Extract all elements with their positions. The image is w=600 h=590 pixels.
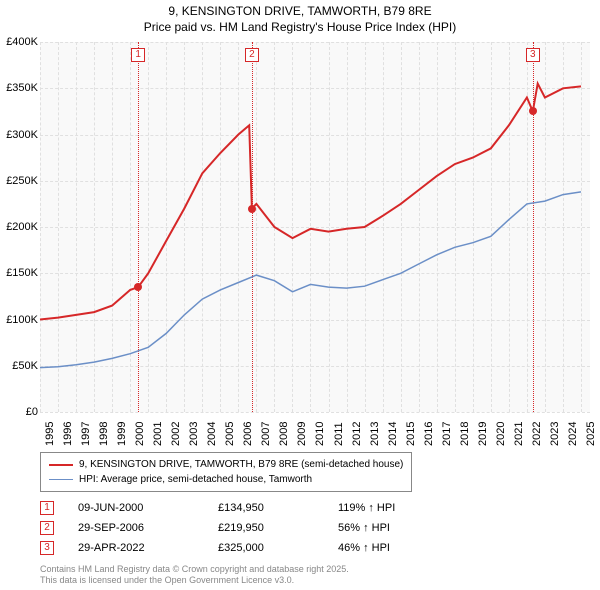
x-tick-label: 1998 (98, 422, 110, 446)
footer: Contains HM Land Registry data © Crown c… (40, 564, 349, 586)
gridline-h (40, 412, 590, 413)
sales-price: £325,000 (218, 542, 338, 554)
sales-marker: 3 (40, 541, 54, 555)
x-tick-label: 2023 (549, 422, 561, 446)
x-tick-label: 2007 (260, 422, 272, 446)
legend: 9, KENSINGTON DRIVE, TAMWORTH, B79 8RE (… (40, 452, 412, 492)
sales-hpi: 119% ↑ HPI (338, 502, 438, 514)
x-tick-label: 2021 (513, 422, 525, 446)
series-hpi (40, 192, 581, 368)
x-tick-label: 2013 (369, 422, 381, 446)
chart-plot-area: 1 2 3 (40, 42, 590, 412)
x-tick-label: 2006 (242, 422, 254, 446)
x-tick-label: 2003 (188, 422, 200, 446)
x-tick-label: 2019 (477, 422, 489, 446)
x-tick-label: 1999 (116, 422, 128, 446)
x-tick-label: 2014 (387, 422, 399, 446)
sales-price: £134,950 (218, 502, 338, 514)
x-tick-label: 1997 (80, 422, 92, 446)
x-tick-label: 2018 (459, 422, 471, 446)
footer-line1: Contains HM Land Registry data © Crown c… (40, 564, 349, 575)
x-tick-label: 2002 (170, 422, 182, 446)
x-tick-label: 2017 (441, 422, 453, 446)
y-tick-label: £350K (6, 82, 38, 94)
x-tick-label: 1995 (44, 422, 56, 446)
sales-marker: 1 (40, 501, 54, 515)
x-tick-label: 2022 (531, 422, 543, 446)
x-tick-label: 2001 (152, 422, 164, 446)
sale-marker-box: 1 (131, 48, 145, 62)
sales-hpi: 46% ↑ HPI (338, 542, 438, 554)
sales-date: 29-SEP-2006 (78, 522, 218, 534)
x-tick-label: 2005 (224, 422, 236, 446)
y-tick-label: £200K (6, 221, 38, 233)
sales-date: 29-APR-2022 (78, 542, 218, 554)
x-tick-label: 2015 (405, 422, 417, 446)
x-tick-label: 2020 (495, 422, 507, 446)
sale-marker-box: 3 (526, 48, 540, 62)
sale-marker-dot (529, 107, 537, 115)
sales-price: £219,950 (218, 522, 338, 534)
sales-row: 2 29-SEP-2006£219,95056% ↑ HPI (40, 518, 438, 538)
x-tick-label: 2024 (567, 422, 579, 446)
legend-label: HPI: Average price, semi-detached house,… (79, 472, 312, 487)
y-tick-label: £400K (6, 36, 38, 48)
sales-hpi: 56% ↑ HPI (338, 522, 438, 534)
x-tick-label: 1996 (62, 422, 74, 446)
legend-row: HPI: Average price, semi-detached house,… (49, 472, 403, 487)
sales-marker: 2 (40, 521, 54, 535)
x-tick-label: 2010 (314, 422, 326, 446)
title-line1: 9, KENSINGTON DRIVE, TAMWORTH, B79 8RE (0, 4, 600, 20)
sales-date: 09-JUN-2000 (78, 502, 218, 514)
x-tick-label: 2012 (351, 422, 363, 446)
x-tick-label: 2025 (585, 422, 597, 446)
title-block: 9, KENSINGTON DRIVE, TAMWORTH, B79 8RE P… (0, 0, 600, 35)
chart-container: 9, KENSINGTON DRIVE, TAMWORTH, B79 8RE P… (0, 0, 600, 590)
x-tick-label: 2004 (206, 422, 218, 446)
y-tick-label: £150K (6, 267, 38, 279)
y-tick-label: £250K (6, 175, 38, 187)
y-tick-label: £0 (26, 406, 38, 418)
series-layer (40, 42, 590, 412)
sales-row: 1 09-JUN-2000£134,950119% ↑ HPI (40, 498, 438, 518)
y-tick-label: £100K (6, 314, 38, 326)
sales-table: 1 09-JUN-2000£134,950119% ↑ HPI 2 29-SEP-20… (40, 498, 438, 558)
footer-line2: This data is licensed under the Open Gov… (40, 575, 349, 586)
x-tick-label: 2016 (423, 422, 435, 446)
sale-marker-dot (248, 205, 256, 213)
title-line2: Price paid vs. HM Land Registry's House … (0, 20, 600, 36)
sale-marker-box: 2 (245, 48, 259, 62)
x-tick-label: 2000 (134, 422, 146, 446)
sale-marker-dot (134, 283, 142, 291)
y-tick-label: £300K (6, 129, 38, 141)
y-tick-label: £50K (12, 360, 38, 372)
x-tick-label: 2011 (333, 422, 345, 446)
legend-swatch (49, 479, 73, 481)
sales-row: 3 29-APR-2022£325,00046% ↑ HPI (40, 538, 438, 558)
legend-swatch (49, 464, 73, 466)
x-tick-label: 2008 (278, 422, 290, 446)
legend-label: 9, KENSINGTON DRIVE, TAMWORTH, B79 8RE (… (79, 457, 403, 472)
x-tick-label: 2009 (296, 422, 308, 446)
legend-row: 9, KENSINGTON DRIVE, TAMWORTH, B79 8RE (… (49, 457, 403, 472)
